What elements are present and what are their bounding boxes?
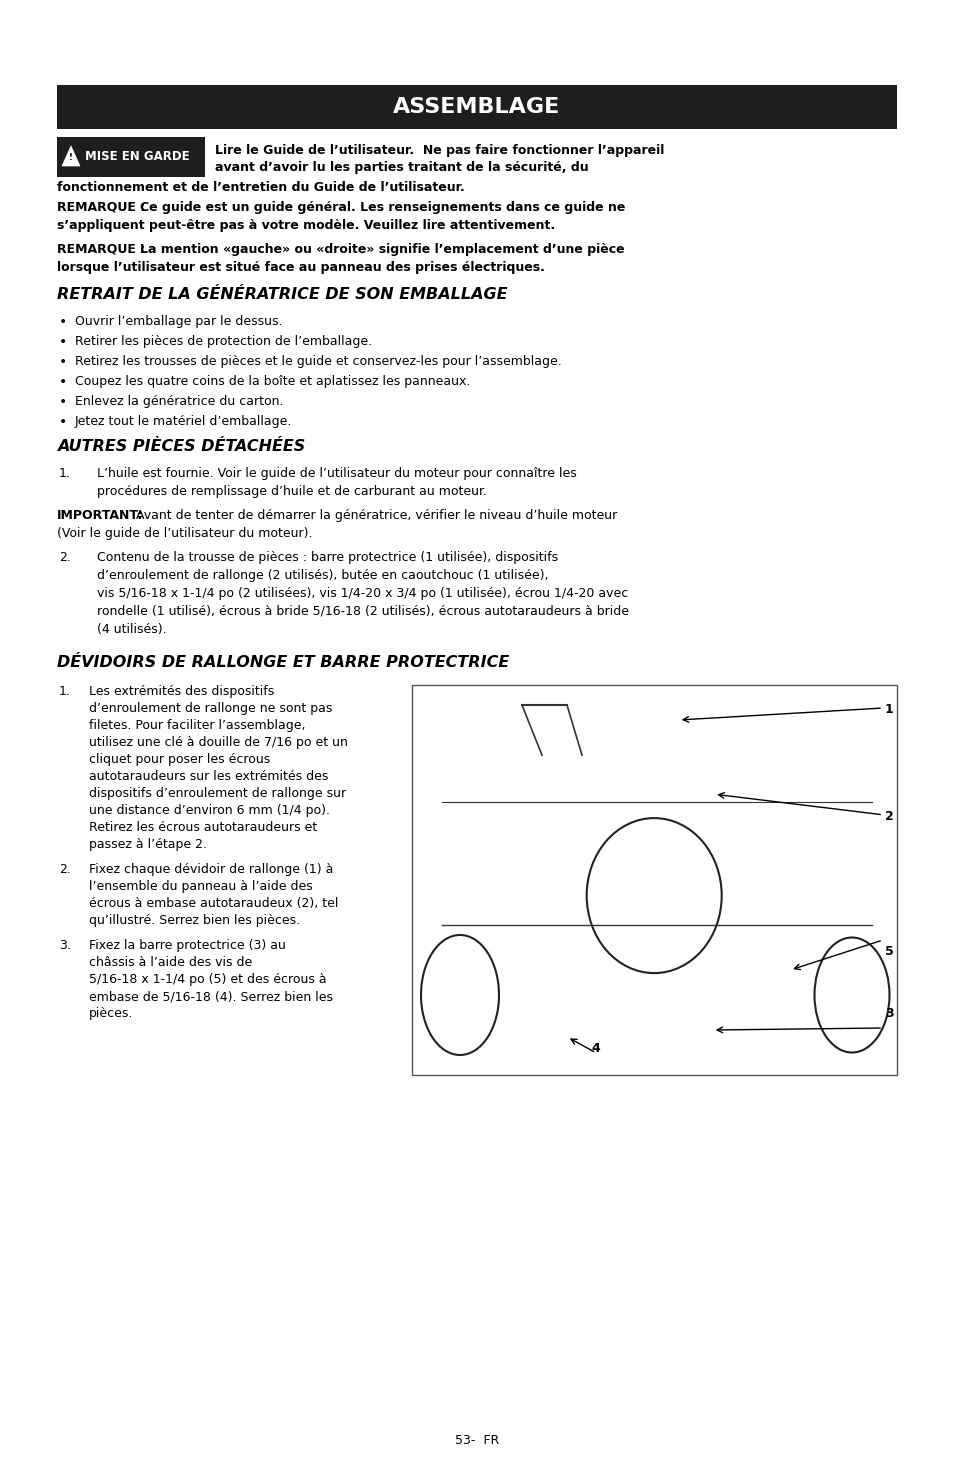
Text: embase de 5/16-18 (4). Serrez bien les: embase de 5/16-18 (4). Serrez bien les (89, 990, 333, 1003)
Text: cliquet pour poser les écrous: cliquet pour poser les écrous (89, 754, 270, 766)
Text: 5: 5 (884, 945, 893, 957)
Text: REMARQUE :: REMARQUE : (57, 243, 150, 257)
Text: !: ! (69, 153, 72, 162)
Text: 5/16-18 x 1-1/4 po (5) et des écrous à: 5/16-18 x 1-1/4 po (5) et des écrous à (89, 974, 326, 985)
Text: utilisez une clé à douille de 7/16 po et un: utilisez une clé à douille de 7/16 po et… (89, 736, 348, 749)
Text: dispositifs d’enroulement de rallonge sur: dispositifs d’enroulement de rallonge su… (89, 788, 346, 799)
Text: ASSEMBLAGE: ASSEMBLAGE (393, 97, 560, 117)
Text: (Voir le guide de l’utilisateur du moteur).: (Voir le guide de l’utilisateur du moteu… (57, 527, 313, 540)
Text: (4 utilisés).: (4 utilisés). (97, 622, 167, 636)
Text: •: • (59, 375, 67, 389)
Text: 3.: 3. (59, 940, 71, 951)
Bar (57, 86, 896, 128)
Text: 1.: 1. (59, 684, 71, 698)
Text: qu’illustré. Serrez bien les pièces.: qu’illustré. Serrez bien les pièces. (89, 914, 300, 926)
Text: L’huile est fournie. Voir le guide de l’utilisateur du moteur pour connaître les: L’huile est fournie. Voir le guide de l’… (97, 468, 577, 479)
Text: une distance d’environ 6 mm (1/4 po).: une distance d’environ 6 mm (1/4 po). (89, 804, 330, 817)
Text: Coupez les quatre coins de la boîte et aplatissez les panneaux.: Coupez les quatre coins de la boîte et a… (75, 375, 470, 388)
Text: •: • (59, 316, 67, 329)
Text: 2.: 2. (59, 552, 71, 563)
Text: RETRAIT DE LA GÉNÉRATRICE DE SON EMBALLAGE: RETRAIT DE LA GÉNÉRATRICE DE SON EMBALLA… (57, 288, 507, 302)
Text: Contenu de la trousse de pièces : barre protectrice (1 utilisée), dispositifs: Contenu de la trousse de pièces : barre … (97, 552, 558, 563)
Polygon shape (62, 146, 80, 167)
Text: procédures de remplissage d’huile et de carburant au moteur.: procédures de remplissage d’huile et de … (97, 485, 486, 499)
Text: •: • (59, 395, 67, 409)
Text: •: • (59, 355, 67, 369)
Text: Lire le Guide de l’utilisateur.  Ne pas faire fonctionner l’appareil: Lire le Guide de l’utilisateur. Ne pas f… (214, 145, 663, 156)
Text: 1: 1 (884, 704, 893, 715)
Text: vis 5/16-18 x 1-1/4 po (2 utilisées), vis 1/4-20 x 3/4 po (1 utilisée), écrou 1/: vis 5/16-18 x 1-1/4 po (2 utilisées), vi… (97, 587, 628, 600)
Text: REMARQUE :: REMARQUE : (57, 201, 150, 214)
Text: Retirer les pièces de protection de l’emballage.: Retirer les pièces de protection de l’em… (75, 335, 372, 348)
Text: filetes. Pour faciliter l’assemblage,: filetes. Pour faciliter l’assemblage, (89, 718, 305, 732)
Text: 2: 2 (884, 810, 893, 823)
Text: fonctionnement et de l’entretien du Guide de l’utilisateur.: fonctionnement et de l’entretien du Guid… (57, 181, 464, 195)
Bar (412, 684, 896, 1075)
Text: 1.: 1. (59, 468, 71, 479)
Text: l’ensemble du panneau à l’aide des: l’ensemble du panneau à l’aide des (89, 881, 313, 892)
Text: 3: 3 (884, 1007, 893, 1021)
Text: •: • (59, 414, 67, 429)
Text: IMPORTANT:: IMPORTANT: (57, 509, 143, 522)
Text: 2.: 2. (59, 863, 71, 876)
Text: écrous à embase autotaraudeux (2), tel: écrous à embase autotaraudeux (2), tel (89, 897, 338, 910)
Text: La mention «gauche» ou «droite» signifie l’emplacement d’une pièce: La mention «gauche» ou «droite» signifie… (140, 243, 624, 257)
Text: autotaraudeurs sur les extrémités des: autotaraudeurs sur les extrémités des (89, 770, 328, 783)
Text: Fixez la barre protectrice (3) au: Fixez la barre protectrice (3) au (89, 940, 286, 951)
Text: Retirez les trousses de pièces et le guide et conservez-les pour l’assemblage.: Retirez les trousses de pièces et le gui… (75, 355, 561, 367)
Bar (57, 137, 205, 177)
Text: MISE EN GARDE: MISE EN GARDE (85, 150, 189, 164)
Text: 53-  FR: 53- FR (455, 1434, 498, 1447)
Text: Avant de tenter de démarrer la génératrice, vérifier le niveau d’huile moteur: Avant de tenter de démarrer la génératri… (132, 509, 617, 522)
Text: Retirez les écrous autotaraudeurs et: Retirez les écrous autotaraudeurs et (89, 822, 317, 833)
Text: avant d’avoir lu les parties traitant de la sécurité, du: avant d’avoir lu les parties traitant de… (214, 161, 588, 174)
Text: lorsque l’utilisateur est situé face au panneau des prises électriques.: lorsque l’utilisateur est situé face au … (57, 261, 544, 274)
Text: Fixez chaque dévidoir de rallonge (1) à: Fixez chaque dévidoir de rallonge (1) à (89, 863, 333, 876)
Text: pièces.: pièces. (89, 1007, 133, 1021)
Text: 4: 4 (591, 1041, 600, 1055)
Text: DÉVIDOIRS DE RALLONGE ET BARRE PROTECTRICE: DÉVIDOIRS DE RALLONGE ET BARRE PROTECTRI… (57, 655, 509, 670)
Text: s’appliquent peut-être pas à votre modèle. Veuillez lire attentivement.: s’appliquent peut-être pas à votre modèl… (57, 218, 555, 232)
Text: châssis à l’aide des vis de: châssis à l’aide des vis de (89, 956, 252, 969)
Text: Ouvrir l’emballage par le dessus.: Ouvrir l’emballage par le dessus. (75, 316, 282, 327)
Text: AUTRES PIÈCES DÉTACHÉES: AUTRES PIÈCES DÉTACHÉES (57, 440, 305, 454)
Text: rondelle (1 utilisé), écrous à bride 5/16-18 (2 utilisés), écrous autotaraudeurs: rondelle (1 utilisé), écrous à bride 5/1… (97, 605, 628, 618)
Text: Enlevez la génératrice du carton.: Enlevez la génératrice du carton. (75, 395, 283, 409)
Text: •: • (59, 335, 67, 350)
Text: passez à l’étape 2.: passez à l’étape 2. (89, 838, 207, 851)
Text: Ce guide est un guide général. Les renseignements dans ce guide ne: Ce guide est un guide général. Les rense… (140, 201, 625, 214)
Text: d’enroulement de rallonge ne sont pas: d’enroulement de rallonge ne sont pas (89, 702, 332, 715)
Text: Jetez tout le matériel d’emballage.: Jetez tout le matériel d’emballage. (75, 414, 292, 428)
Text: d’enroulement de rallonge (2 utilisés), butée en caoutchouc (1 utilisée),: d’enroulement de rallonge (2 utilisés), … (97, 569, 548, 583)
Text: Les extrémités des dispositifs: Les extrémités des dispositifs (89, 684, 274, 698)
